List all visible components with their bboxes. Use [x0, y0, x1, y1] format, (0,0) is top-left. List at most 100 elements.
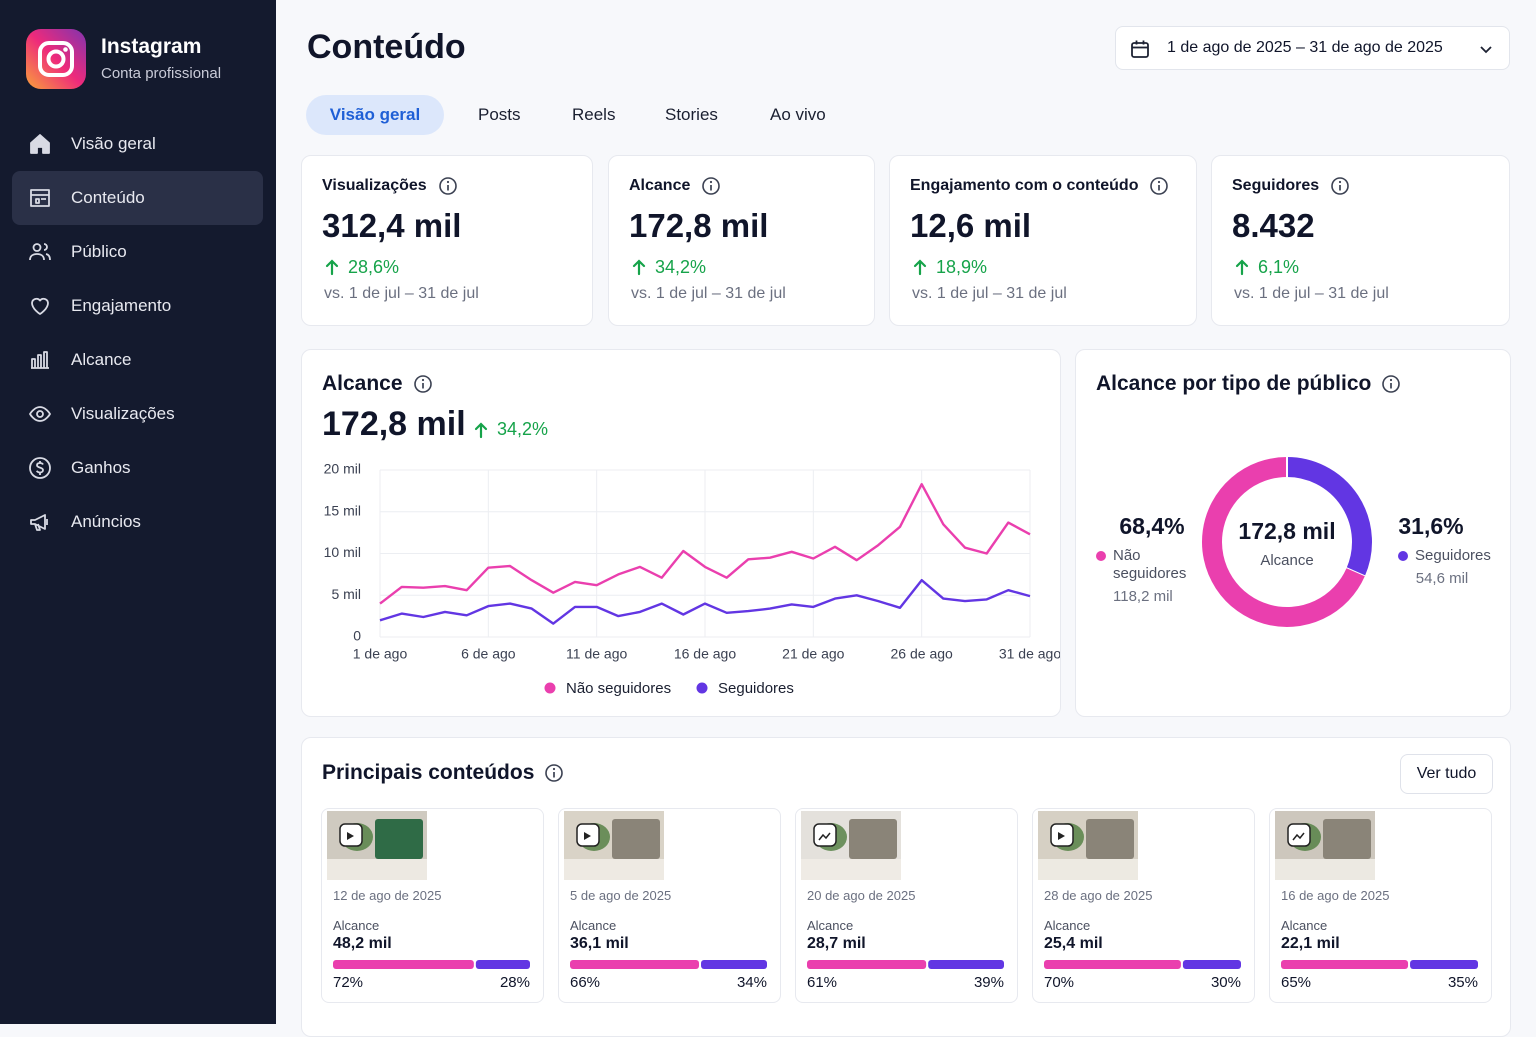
- thumb-table: [1038, 859, 1138, 880]
- kpi-comparison: vs. 1 de jul – 31 de jul: [1234, 285, 1389, 302]
- info-ring: [545, 764, 563, 782]
- kpi-comparison: vs. 1 de jul – 31 de jul: [324, 285, 479, 302]
- legend-amount: 118,2 mil: [1113, 588, 1173, 605]
- info-icon: [545, 764, 563, 782]
- legend-value: 68,4%: [1119, 513, 1184, 539]
- thumb-object: [612, 819, 660, 859]
- post-glyph: [818, 832, 831, 841]
- content-date: 28 de ago de 2025: [1044, 888, 1153, 903]
- info-dot: [446, 180, 450, 184]
- nav-item[interactable]: Conteúdo: [71, 188, 145, 207]
- kpi-label: Visualizações: [322, 177, 427, 194]
- kpi-change: 28,6%: [348, 257, 400, 277]
- split-bar: [333, 960, 530, 969]
- split-label: 39%: [973, 974, 1004, 991]
- metric-label: Alcance: [1044, 918, 1091, 933]
- up-arrow: [1235, 259, 1249, 276]
- legend-swatch: [544, 682, 556, 694]
- page-title: Conteúdo: [307, 28, 466, 66]
- split-label: 66%: [570, 974, 601, 991]
- see-all-button[interactable]: Ver tudo: [1400, 754, 1493, 794]
- chart-change: 34,2%: [497, 419, 549, 439]
- nav-glyph: [31, 351, 49, 369]
- split-label: 35%: [1447, 974, 1478, 991]
- metric-label: Alcance: [1281, 918, 1328, 933]
- nav-item[interactable]: Visualizações: [71, 404, 175, 423]
- donut-chart: 172,8 mil Alcance 68,4% 118,2 mil 31,6% 54,6 …: [1096, 456, 1468, 627]
- kpi-card: [1211, 155, 1510, 326]
- info-dot: [1389, 378, 1393, 382]
- tab[interactable]: Reels: [572, 105, 616, 124]
- nav-item[interactable]: Ganhos: [71, 458, 131, 477]
- series-line: [379, 579, 1031, 625]
- kpi-value: 12,6 mil: [910, 207, 1032, 244]
- split-bar: [1044, 960, 1241, 969]
- split-segment: [807, 960, 927, 969]
- nav-glyph: [29, 457, 51, 479]
- x-tick-label: 1 de ago: [353, 646, 408, 662]
- info-dot: [1338, 180, 1342, 184]
- content-reach: 36,1 mil: [570, 935, 629, 952]
- info-ring: [702, 177, 720, 195]
- section-title: Principais conteúdos: [322, 761, 535, 784]
- series-line: [379, 483, 1031, 605]
- info-ring: [1150, 177, 1168, 195]
- split-segment: [1044, 960, 1181, 969]
- split-label: 28%: [499, 974, 530, 991]
- nav-item[interactable]: Alcance: [71, 350, 132, 369]
- nav-active-bg: [12, 171, 263, 225]
- legend-label: Seguidores: [1415, 547, 1491, 564]
- date-range: 1 de ago de 2025 – 31 de ago de 2025: [1167, 39, 1443, 56]
- tab[interactable]: Visão geral: [329, 105, 421, 124]
- nav-glyph: [30, 134, 50, 154]
- donut-center-value: 172,8 mil: [1238, 518, 1335, 544]
- info-icon: [1331, 177, 1349, 195]
- nav-item[interactable]: Visão geral: [71, 134, 156, 153]
- legend-label: Não seguidores: [566, 680, 671, 697]
- app-name: Instagram: [101, 35, 202, 58]
- nav-item[interactable]: Público: [71, 242, 127, 261]
- content-reach: 48,2 mil: [333, 935, 392, 952]
- nav-item[interactable]: Engajamento: [71, 296, 172, 315]
- content-date: 16 de ago de 2025: [1281, 888, 1390, 903]
- thumbnail: [1038, 811, 1138, 880]
- arrow-glyph: [1235, 259, 1249, 276]
- split-segment: [570, 960, 700, 969]
- info-dot: [421, 378, 425, 382]
- info-icon: [702, 177, 720, 195]
- nav-icon: [31, 351, 49, 369]
- reel-glyph: [1058, 832, 1065, 840]
- nav-item[interactable]: Anúncios: [71, 512, 141, 531]
- content-date: 20 de ago de 2025: [807, 888, 916, 903]
- nav-glyph: [29, 243, 51, 261]
- post-glyph: [1292, 832, 1305, 841]
- tab[interactable]: Posts: [478, 105, 521, 124]
- date-picker[interactable]: 1 de ago de 2025 – 31 de ago de 2025: [1115, 26, 1510, 70]
- thumb-table: [327, 859, 427, 880]
- nav-glyph: [30, 189, 50, 207]
- legend-label: Seguidores: [718, 680, 794, 697]
- info-dot: [1157, 180, 1161, 184]
- thumb-object: [1323, 819, 1371, 859]
- sidebar: [0, 0, 276, 1024]
- up-arrow: [474, 422, 488, 439]
- thumb-table: [564, 859, 664, 880]
- tab[interactable]: Ao vivo: [770, 105, 826, 124]
- split-segment: [1281, 960, 1409, 969]
- split-label: 61%: [807, 974, 838, 991]
- calendar-icon: [1131, 40, 1149, 58]
- nav-icon: [29, 406, 51, 422]
- tab[interactable]: Stories: [665, 105, 718, 124]
- kpi-label: Engajamento com o conteúdo: [910, 177, 1139, 194]
- legend-label: Não seguidores: [1113, 547, 1187, 582]
- metric-label: Alcance: [570, 918, 617, 933]
- account-type: Conta profissional: [101, 65, 222, 82]
- tab-active-bg: [306, 95, 444, 135]
- metric-label: Alcance: [333, 918, 380, 933]
- thumb-table: [801, 859, 901, 880]
- split-bar: [570, 960, 767, 969]
- kpi-card: [889, 155, 1197, 326]
- y-tick-label: 10 mil: [324, 544, 361, 560]
- arrow-glyph: [632, 259, 646, 276]
